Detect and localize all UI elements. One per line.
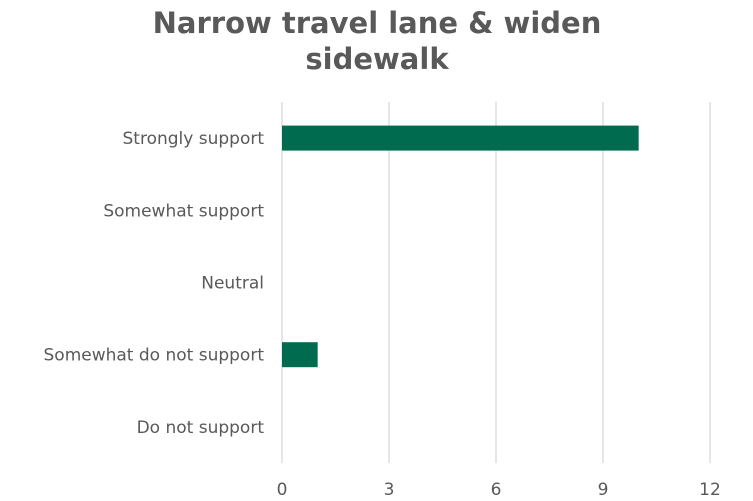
- x-tick-label: 6: [491, 480, 502, 500]
- gridlines: [281, 102, 711, 463]
- bars: [282, 125, 639, 368]
- x-axis-tick-labels: 0 3 6 9 12: [277, 480, 721, 500]
- x-tick-label: 3: [384, 480, 395, 500]
- category-label: Neutral: [201, 274, 264, 294]
- chart-title-line-1: Narrow travel lane & widen: [153, 6, 602, 40]
- bar: [282, 125, 639, 151]
- category-label: Strongly support: [123, 129, 265, 149]
- category-label: Do not support: [137, 418, 265, 438]
- bar: [282, 342, 318, 368]
- category-label: Somewhat support: [103, 201, 264, 221]
- chart-title: Narrow travel lane & widen sidewalk: [153, 6, 602, 76]
- category-labels: Strongly support Somewhat support Neutral S…: [44, 129, 265, 438]
- x-tick-label: 0: [277, 480, 288, 500]
- x-tick-label: 9: [598, 480, 609, 500]
- x-tick-label: 12: [699, 480, 721, 500]
- category-label: Somewhat do not support: [44, 346, 265, 366]
- chart-title-line-2: sidewalk: [305, 42, 449, 76]
